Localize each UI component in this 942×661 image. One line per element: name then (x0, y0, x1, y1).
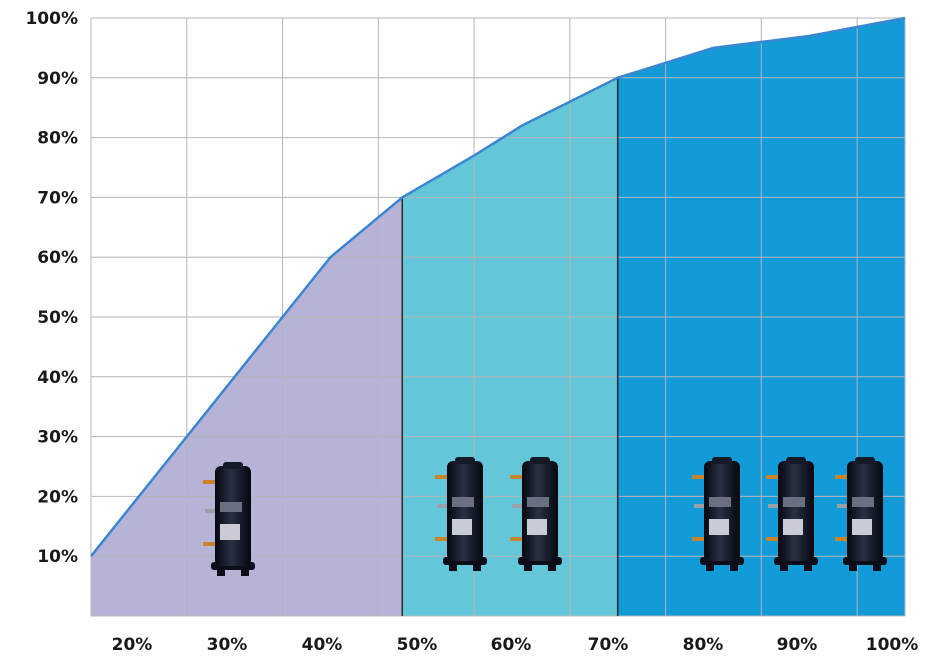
x-tick-label: 30% (207, 635, 248, 655)
y-tick-labels: 10% 20% 30% 40% 50% 60% 70% 80% 90% 100% (25, 9, 78, 567)
x-tick-label: 20% (112, 635, 153, 655)
y-tick-label: 20% (37, 487, 78, 507)
x-tick-label: 70% (588, 635, 629, 655)
y-tick-label: 10% (37, 547, 78, 567)
y-tick-label: 40% (37, 368, 78, 388)
compressor-icon (835, 457, 887, 571)
x-tick-label: 60% (491, 635, 532, 655)
x-tick-labels: 20% 30% 40% 50% 60% 70% 80% 90% 100% (112, 635, 919, 655)
region-1 (91, 197, 403, 616)
capacity-line (90, 16, 906, 557)
compressor-icon (692, 457, 744, 571)
x-tick-label: 90% (777, 635, 818, 655)
y-tick-label: 30% (37, 428, 78, 448)
compressor-icon (435, 457, 487, 571)
y-tick-label: 80% (37, 129, 78, 149)
region-dividers (401, 77, 619, 616)
x-tick-label: 100% (866, 635, 919, 655)
x-tick-label: 80% (683, 635, 724, 655)
x-tick-label: 40% (302, 635, 343, 655)
y-tick-label: 50% (37, 308, 78, 328)
y-tick-label: 90% (37, 69, 78, 89)
y-tick-label: 60% (37, 248, 78, 268)
y-tick-label: 70% (37, 188, 78, 208)
compressor-icon (203, 462, 255, 576)
compressor-icons (203, 457, 887, 576)
compressor-icon (510, 457, 562, 571)
x-tick-label: 50% (397, 635, 438, 655)
y-tick-label: 100% (25, 9, 78, 29)
region-2 (402, 77, 618, 617)
compressor-icon (766, 457, 818, 571)
